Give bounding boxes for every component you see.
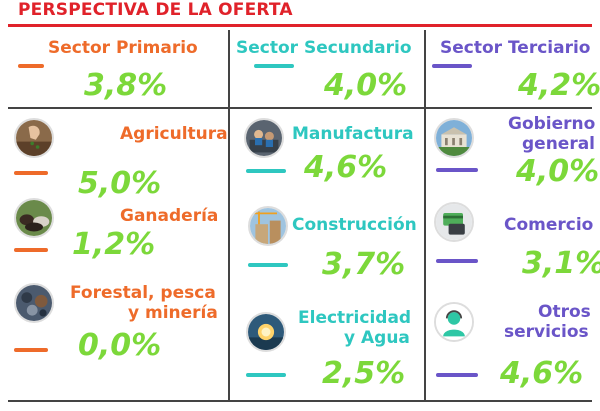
gobierno-label-line2: general [522,134,596,154]
divider-vertical-2 [424,30,426,402]
factory-workers-icon [244,118,284,158]
divider-horizontal-header [8,107,592,109]
forestal-dash [14,348,48,352]
sector-secundario-dash [254,64,294,68]
card-payment-icon [434,202,474,242]
otros-dash [436,373,478,377]
manufactura-dash [246,169,286,173]
construccion-dash [248,263,288,267]
sector-secundario-label: Sector Secundario [236,38,412,58]
ganaderia-dash [14,248,48,252]
otros-label-line1: Otros [538,302,591,322]
otros-label-line2: servicios [504,322,589,342]
electricidad-label-line2: y Agua [344,328,410,348]
minerals-icon [14,283,54,323]
electricidad-value: 2,5% [322,356,406,391]
manufactura-value: 4,6% [304,150,388,185]
sector-primario-label: Sector Primario [48,38,198,58]
sector-primario-value: 3,8% [84,68,168,103]
construccion-label: Construcción [292,215,417,235]
electricidad-label-line1: Electricidad [298,308,412,328]
gobierno-value: 4,0% [516,154,600,189]
cattle-icon [14,198,54,238]
sector-terciario-value: 4,2% [518,68,600,103]
sector-terciario-label: Sector Terciario [440,38,591,58]
agricultura-dash [14,171,48,175]
manufactura-label: Manufactura [292,124,414,144]
sector-terciario-dash [432,64,472,68]
comercio-label: Comercio [504,215,594,235]
ganaderia-value: 1,2% [72,227,156,262]
title-underline [8,24,592,27]
electricidad-dash [246,373,286,377]
sector-secundario-value: 4,0% [324,68,408,103]
agricultura-value: 5,0% [78,166,162,201]
lightbulb-icon [246,312,286,352]
government-building-icon [434,118,474,158]
forestal-label-line1: Forestal, pesca [70,283,216,303]
comercio-value: 3,1% [522,246,600,281]
divider-horizontal-bottom [8,400,592,402]
service-agent-icon [434,302,474,342]
divider-vertical-1 [228,30,230,402]
gobierno-dash [436,168,478,172]
ganaderia-label: Ganadería [120,206,219,226]
gobierno-label-line1: Gobierno [508,114,596,134]
hand-sprouting-icon [14,118,54,158]
sector-primario-dash [18,64,44,68]
comercio-dash [436,259,478,263]
construction-crane-icon [248,206,288,246]
construccion-value: 3,7% [322,247,406,282]
agricultura-label: Agricultura [120,124,228,144]
page-title: PERSPECTIVA DE LA OFERTA [18,0,293,20]
forestal-label-line2: y minería [128,303,218,323]
forestal-value: 0,0% [78,328,162,363]
otros-value: 4,6% [500,356,584,391]
